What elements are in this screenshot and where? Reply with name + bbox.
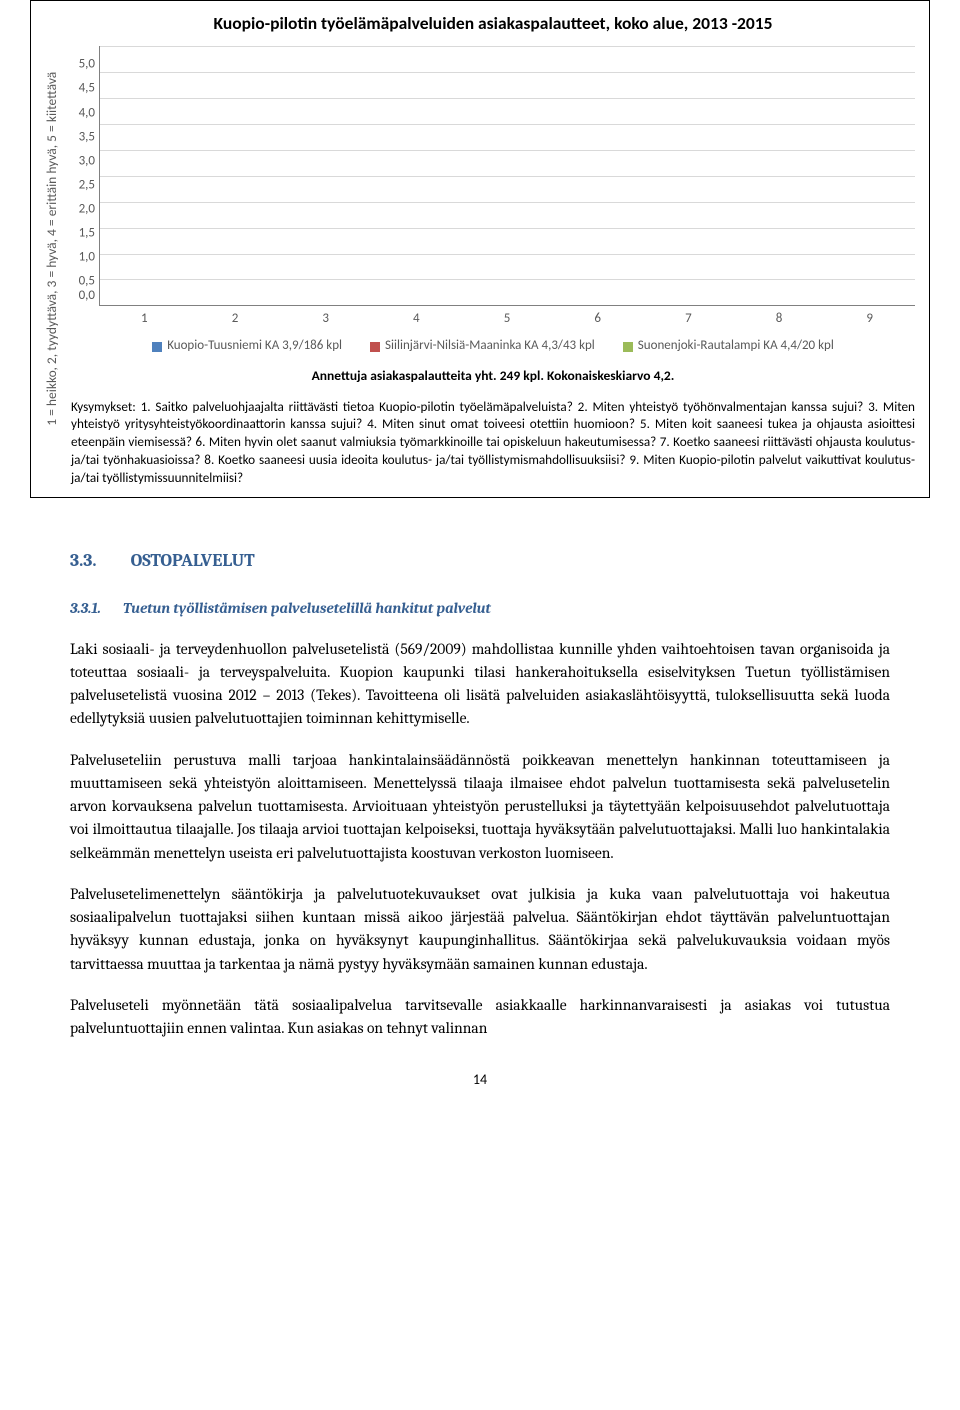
x-tick: 9	[824, 310, 915, 329]
y-tick: 5,0	[79, 56, 95, 75]
y-axis-label-wrap: 1 = heikko, 2, tyydyttävä, 3 = hyvä, 4 =…	[41, 11, 63, 487]
legend-label: Kuopio-Tuusniemi KA 3,9/186 kpl	[167, 337, 342, 356]
body-paragraph: Laki sosiaali- ja terveydenhuollon palve…	[70, 638, 890, 731]
subsection-title: Tuetun työllistämisen palvelusetelillä h…	[123, 599, 491, 617]
y-tick: 4,5	[79, 80, 95, 99]
page-number: 14	[30, 1070, 930, 1090]
x-tick: 2	[190, 310, 281, 329]
x-tick: 7	[643, 310, 734, 329]
x-tick: 3	[280, 310, 371, 329]
x-tick: 4	[371, 310, 462, 329]
body-paragraph: Palvelusetelimenettelyn sääntökirja ja p…	[70, 883, 890, 976]
chart-main: Kuopio-pilotin työelämäpalveluiden asiak…	[71, 11, 915, 487]
chart-container: 1 = heikko, 2, tyydyttävä, 3 = hyvä, 4 =…	[30, 0, 930, 498]
gridline	[100, 150, 915, 151]
y-tick: 0,0	[79, 287, 95, 306]
x-tick: 8	[734, 310, 825, 329]
chart-title: Kuopio-pilotin työelämäpalveluiden asiak…	[71, 11, 915, 36]
y-axis-label: 1 = heikko, 2, tyydyttävä, 3 = hyvä, 4 =…	[42, 72, 62, 426]
plot-area	[99, 46, 915, 306]
legend: Kuopio-Tuusniemi KA 3,9/186 kpl Siilinjär…	[71, 337, 915, 356]
subsection-number: 3.3.1.	[70, 599, 101, 617]
legend-label: Siilinjärvi-Nilsiä-Maaninka KA 4,3/43 kp…	[385, 337, 595, 356]
x-tick: 1	[99, 310, 190, 329]
x-tick: 6	[552, 310, 643, 329]
gridline	[100, 228, 915, 229]
plot-wrap: 5,04,54,03,53,02,52,01,51,00,50,0	[71, 46, 915, 306]
y-tick: 1,0	[79, 249, 95, 268]
gridline	[100, 124, 915, 125]
gridline	[100, 254, 915, 255]
gridline	[100, 279, 915, 280]
chart-sub-caption: Annettuja asiakaspalautteita yht. 249 kp…	[71, 366, 915, 386]
gridline	[100, 98, 915, 99]
legend-label: Suonenjoki-Rautalampi KA 4,4/20 kpl	[638, 337, 834, 356]
section-title: OSTOPALVELUT	[131, 550, 255, 571]
gridline	[100, 72, 915, 73]
y-tick: 1,5	[79, 225, 95, 244]
legend-item: Kuopio-Tuusniemi KA 3,9/186 kpl	[152, 337, 342, 356]
y-tick: 2,5	[79, 176, 95, 195]
section-heading: 3.3. OSTOPALVELUT	[70, 548, 890, 574]
legend-swatch	[152, 342, 162, 352]
body-paragraph: Palveluseteliin perustuva malli tarjoaa …	[70, 749, 890, 865]
gridline	[100, 202, 915, 203]
chart-questions: Kysymykset: 1. Saitko palveluohjaajalta …	[71, 398, 915, 487]
gridline	[100, 176, 915, 177]
x-tick: 5	[462, 310, 553, 329]
legend-item: Suonenjoki-Rautalampi KA 4,4/20 kpl	[623, 337, 834, 356]
y-tick: 4,0	[79, 104, 95, 123]
subsection-heading: 3.3.1. Tuetun työllistämisen palvelusetel…	[70, 598, 890, 620]
y-tick: 3,5	[79, 128, 95, 147]
gridline	[100, 46, 915, 47]
legend-swatch	[370, 342, 380, 352]
x-tick-row: 123456789	[99, 310, 915, 329]
section-number: 3.3.	[70, 550, 97, 571]
legend-swatch	[623, 342, 633, 352]
y-tick: 2,0	[79, 200, 95, 219]
y-tick: 3,0	[79, 152, 95, 171]
body-paragraph: Palveluseteli myönnetään tätä sosiaalipa…	[70, 994, 890, 1041]
y-tick-column: 5,04,54,03,53,02,52,01,51,00,50,0	[71, 46, 99, 306]
legend-item: Siilinjärvi-Nilsiä-Maaninka KA 4,3/43 kp…	[370, 337, 595, 356]
